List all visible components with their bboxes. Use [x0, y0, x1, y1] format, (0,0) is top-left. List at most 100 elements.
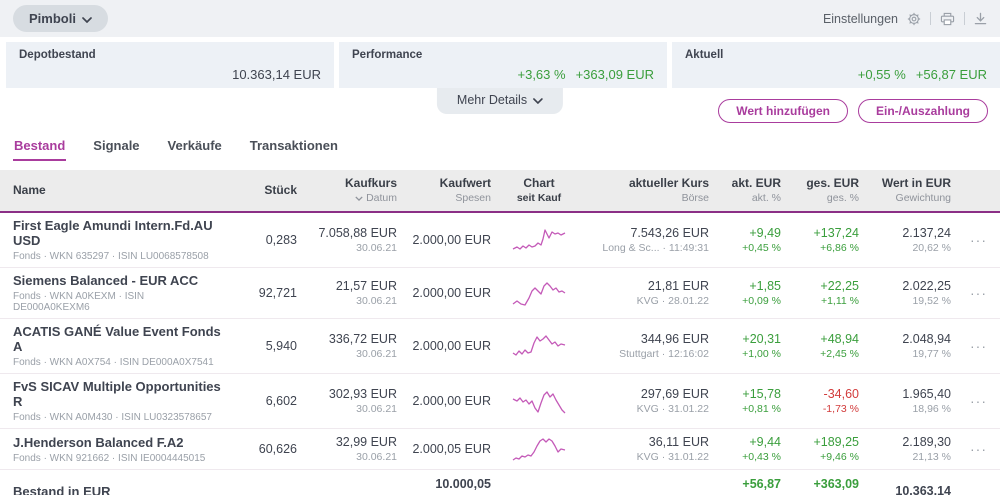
- stueck-value: 0,283: [265, 233, 297, 247]
- boerse-info: Long & Sc... · 11:49:31: [602, 242, 709, 254]
- position-name[interactable]: First Eagle Amundi Intern.Fd.AU USD: [13, 218, 213, 248]
- position-details: Fonds · WKN A0KEXM · ISIN DE000A0KEXM6: [13, 291, 145, 313]
- col-kaufwert[interactable]: Kaufwert: [439, 176, 491, 190]
- col-ges-eur[interactable]: ges. EUR: [806, 176, 859, 190]
- gewichtung: 18,96 %: [912, 403, 951, 415]
- total-wert: 10.363,14: [895, 484, 951, 495]
- row-menu-button[interactable]: ···: [970, 285, 987, 301]
- bestand-total-label: Bestand in EUR: [13, 483, 111, 495]
- kaufkurs-value: 7.058,88 EUR: [318, 226, 397, 240]
- account-selector[interactable]: Pimboli: [13, 5, 108, 32]
- performance-value: +363,09 EUR: [575, 67, 654, 82]
- performance-card: Performance +3,63 % +363,09 EUR: [339, 42, 667, 88]
- position-details: Fonds · WKN 921662 · ISIN IE0004445015: [13, 452, 206, 464]
- table-row: First Eagle Amundi Intern.Fd.AU USD Fond…: [0, 213, 1000, 268]
- tab-bestand[interactable]: Bestand: [13, 134, 67, 161]
- col-name[interactable]: Name: [13, 183, 46, 197]
- col-akt-kurs-sub[interactable]: Börse: [681, 192, 709, 204]
- more-details-button[interactable]: Mehr Details: [436, 88, 564, 114]
- row-menu-button[interactable]: ···: [970, 338, 987, 354]
- table-row: FvS SICAV Multiple Opportunities R Fonds…: [0, 374, 1000, 429]
- table-header: Name Stück Kaufkurs Datum Kaufwert Spese…: [0, 170, 1000, 213]
- col-akt-kurs[interactable]: aktueller Kurs: [628, 176, 709, 190]
- col-akt-pct[interactable]: akt. %: [751, 192, 781, 204]
- col-ges-pct[interactable]: ges. %: [826, 192, 859, 204]
- col-chart-sub[interactable]: seit Kauf: [516, 192, 562, 204]
- row-menu-button[interactable]: ···: [970, 441, 987, 457]
- wert-value: 1.965,40: [902, 387, 951, 401]
- gear-icon[interactable]: [907, 12, 921, 26]
- akt-pct: +0,43 %: [742, 451, 781, 463]
- ges-pct: +9,46 %: [820, 451, 859, 463]
- position-name[interactable]: ACATIS GANÉ Value Event Fonds A: [13, 324, 221, 354]
- col-wert-sub[interactable]: Gewichtung: [895, 192, 951, 204]
- col-akt-eur[interactable]: akt. EUR: [731, 176, 781, 190]
- kauf-datum: 30.06.21: [356, 403, 397, 415]
- row-menu-button[interactable]: ···: [970, 393, 987, 409]
- akt-kurs-value: 7.543,26 EUR: [630, 226, 709, 240]
- akt-kurs-value: 36,11 EUR: [648, 435, 709, 449]
- col-wert[interactable]: Wert in EUR: [881, 176, 951, 190]
- kauf-datum: 30.06.21: [356, 348, 397, 360]
- ges-eur: +22,25: [820, 279, 859, 293]
- position-details: Fonds · WKN A0X754 · ISIN DE000A0X7541: [13, 357, 214, 368]
- stueck-value: 5,940: [265, 339, 297, 353]
- position-name[interactable]: Siemens Balanced - EUR ACC: [13, 273, 199, 288]
- tab-signale[interactable]: Signale: [93, 138, 140, 153]
- sort-chevron-icon[interactable]: [355, 192, 363, 204]
- col-stueck[interactable]: Stück: [264, 183, 297, 197]
- total-spesen: 0,00: [405, 493, 491, 495]
- tab-transaktionen[interactable]: Transaktionen: [249, 138, 338, 153]
- akt-pct: +1,00 %: [742, 348, 781, 360]
- ges-eur: +48,94: [820, 332, 859, 346]
- sparkline-chart[interactable]: [499, 386, 579, 416]
- performance-pct: +3,63 %: [517, 67, 566, 82]
- wert-value: 2.022,25: [902, 279, 951, 293]
- summary-cards: Depotbestand 10.363,14 EUR Performance +…: [0, 42, 1000, 88]
- kaufwert-value: 2.000,00 EUR: [412, 233, 491, 247]
- akt-kurs-value: 21,81 EUR: [647, 279, 709, 293]
- col-kaufkurs[interactable]: Kaufkurs: [344, 176, 397, 190]
- akt-eur: +15,78: [742, 387, 781, 401]
- position-details: Fonds · WKN A0M430 · ISIN LU0323578657: [13, 412, 212, 423]
- sparkline-chart[interactable]: [499, 434, 579, 464]
- akt-pct: +0,09 %: [742, 295, 781, 307]
- sparkline-chart[interactable]: [499, 331, 579, 361]
- depot-card: Depotbestand 10.363,14 EUR: [6, 42, 334, 88]
- col-chart[interactable]: Chart: [523, 176, 555, 190]
- boerse-info: Stuttgart · 12:16:02: [619, 348, 709, 360]
- row-menu-button[interactable]: ···: [970, 232, 987, 248]
- wert-value: 2.048,94: [902, 332, 951, 346]
- print-icon[interactable]: [940, 12, 955, 26]
- wert-value: 2.137,24: [902, 226, 951, 240]
- top-bar: Pimboli Einstellungen: [0, 0, 1000, 37]
- chevron-down-icon: [533, 93, 543, 107]
- kaufwert-value: 2.000,00 EUR: [412, 394, 491, 408]
- settings-label[interactable]: Einstellungen: [822, 11, 898, 26]
- download-icon[interactable]: [974, 12, 987, 25]
- position-name[interactable]: J.Henderson Balanced F.A2: [13, 434, 184, 450]
- akt-eur: +9,44: [749, 435, 781, 449]
- gewichtung: 21,13 %: [912, 451, 951, 463]
- depot-card-label: Depotbestand: [19, 49, 96, 61]
- sparkline-chart[interactable]: [499, 225, 579, 255]
- col-kaufkurs-sub[interactable]: Datum: [366, 192, 397, 204]
- ges-pct: -1,73 %: [822, 403, 859, 415]
- gewichtung: 19,52 %: [912, 295, 951, 307]
- stueck-value: 92,721: [258, 286, 297, 300]
- position-name[interactable]: FvS SICAV Multiple Opportunities R: [13, 379, 221, 409]
- kaufkurs-value: 21,57 EUR: [335, 279, 397, 293]
- add-value-button[interactable]: Wert hinzufügen: [718, 99, 848, 123]
- kaufwert-value: 2.000,00 EUR: [412, 286, 491, 300]
- deposit-withdraw-button[interactable]: Ein-/Auszahlung: [858, 99, 988, 123]
- sparkline-chart[interactable]: [499, 278, 579, 308]
- total-ges-pct: +3,63 %: [789, 493, 859, 495]
- total-akt-eur: +56,87: [742, 477, 781, 491]
- akt-kurs-value: 297,69 EUR: [640, 387, 709, 401]
- col-kaufwert-sub[interactable]: Spesen: [455, 192, 491, 204]
- tab-verkaeufe[interactable]: Verkäufe: [167, 138, 222, 153]
- ges-pct: +6,86 %: [820, 242, 859, 254]
- ges-eur: +189,25: [813, 435, 859, 449]
- wert-value: 2.189,30: [902, 435, 951, 449]
- aktuell-value: +56,87 EUR: [915, 67, 987, 82]
